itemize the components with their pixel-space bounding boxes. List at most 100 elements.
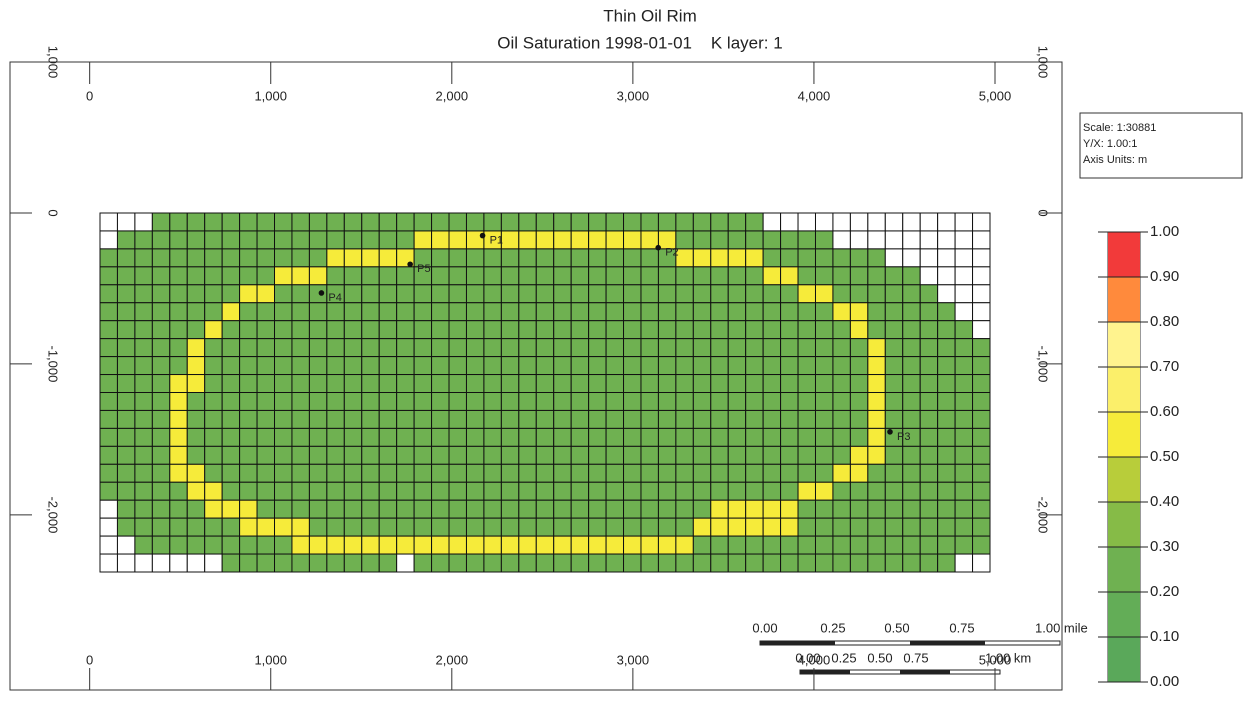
grid-cell xyxy=(570,535,590,555)
grid-cell xyxy=(553,302,572,322)
grid-cell xyxy=(413,463,433,483)
grid-cell xyxy=(867,266,886,286)
grid-cell xyxy=(867,248,886,268)
grid-cell xyxy=(465,266,485,286)
grid-cell xyxy=(745,535,764,555)
grid-cell xyxy=(413,535,433,555)
grid-cell xyxy=(378,230,398,250)
grid-cell xyxy=(431,320,450,340)
x-tick-label: 3,000 xyxy=(617,652,650,667)
grid-cell xyxy=(937,499,956,519)
grid-cell xyxy=(186,427,206,447)
y-tick-label: 0 xyxy=(1036,209,1051,216)
grid-cell xyxy=(116,320,136,340)
grid-cell xyxy=(343,302,363,322)
grid-cell xyxy=(239,481,258,501)
inactive-cell xyxy=(902,248,921,268)
grid-cell xyxy=(274,302,293,322)
grid-cell xyxy=(727,481,747,501)
grid-cell xyxy=(814,553,834,573)
grid-cell xyxy=(780,445,799,465)
well xyxy=(407,261,413,268)
grid-cell xyxy=(954,463,974,483)
grid-cell xyxy=(431,212,450,232)
grid-cell xyxy=(884,284,904,304)
grid-cell xyxy=(221,392,241,411)
grid-cell xyxy=(692,338,712,358)
well-label: P2 xyxy=(665,247,678,259)
grid-cell xyxy=(657,445,677,465)
grid-cell xyxy=(326,302,345,322)
grid-cell xyxy=(186,517,206,537)
grid-cell xyxy=(221,427,241,447)
grid-cell xyxy=(797,427,816,447)
inactive-cell xyxy=(116,553,136,573)
grid-cell xyxy=(570,374,590,393)
colorbar-label: 0.80 xyxy=(1150,313,1179,330)
grid-cell xyxy=(308,356,328,376)
grid-cell xyxy=(692,266,712,286)
grid-cell xyxy=(291,517,310,537)
grid-cell xyxy=(431,427,450,447)
grid-cell xyxy=(692,499,712,519)
grid-cell xyxy=(762,266,782,286)
grid-cell xyxy=(832,517,851,537)
grid-cell xyxy=(221,248,241,268)
grid-cell xyxy=(274,356,293,376)
grid-cell xyxy=(326,409,345,429)
grid-cell xyxy=(378,445,398,465)
grid-cell xyxy=(884,338,904,358)
grid-cell xyxy=(535,392,555,411)
grid-cell xyxy=(291,230,310,250)
grid-cell xyxy=(605,266,625,286)
inactive-cell xyxy=(884,230,904,250)
grid-cell xyxy=(657,266,677,286)
grid-cell xyxy=(308,338,328,358)
grid-cell xyxy=(849,427,869,447)
grid-cell xyxy=(954,517,974,537)
grid-cell xyxy=(657,338,677,358)
grid-cell xyxy=(151,481,171,501)
grid-cell xyxy=(814,320,834,340)
grid-cell xyxy=(692,320,712,340)
grid-cell xyxy=(623,392,642,411)
grid-cell xyxy=(239,517,258,537)
grid-cell xyxy=(483,374,502,393)
grid-cell xyxy=(535,212,555,232)
grid-cell xyxy=(588,266,607,286)
grid-cell xyxy=(937,553,956,573)
grid-cell xyxy=(221,338,241,358)
grid-cell xyxy=(483,392,502,411)
grid-cell xyxy=(780,481,799,501)
grid-cell xyxy=(867,302,886,322)
grid-cell xyxy=(832,302,851,322)
grid-cell xyxy=(221,374,241,393)
grid-cell xyxy=(745,248,764,268)
grid-cell xyxy=(169,230,188,250)
info-text: Scale: 1:30881 xyxy=(1083,122,1156,134)
grid-cell xyxy=(902,320,921,340)
grid-cell xyxy=(116,427,136,447)
grid-cell xyxy=(99,463,118,483)
grid-cell xyxy=(605,338,625,358)
grid-cell xyxy=(518,266,537,286)
grid-cell xyxy=(832,553,851,573)
grid-cell xyxy=(151,248,171,268)
grid-cell xyxy=(308,284,328,304)
grid-cell xyxy=(361,445,380,465)
grid-cell xyxy=(186,266,206,286)
grid-cell xyxy=(553,248,572,268)
map-frame xyxy=(9,61,1063,691)
grid-cell xyxy=(343,230,363,250)
grid-cell xyxy=(814,445,834,465)
grid-cell xyxy=(954,535,974,555)
grid-cell xyxy=(151,427,171,447)
grid-cell xyxy=(727,212,747,232)
inactive-cell xyxy=(902,230,921,250)
grid-cell xyxy=(640,338,659,358)
colorbar-label: 0.20 xyxy=(1150,583,1179,600)
grid-cell xyxy=(902,266,921,286)
grid-cell xyxy=(274,338,293,358)
grid-cell xyxy=(431,284,450,304)
grid-cell xyxy=(256,427,276,447)
